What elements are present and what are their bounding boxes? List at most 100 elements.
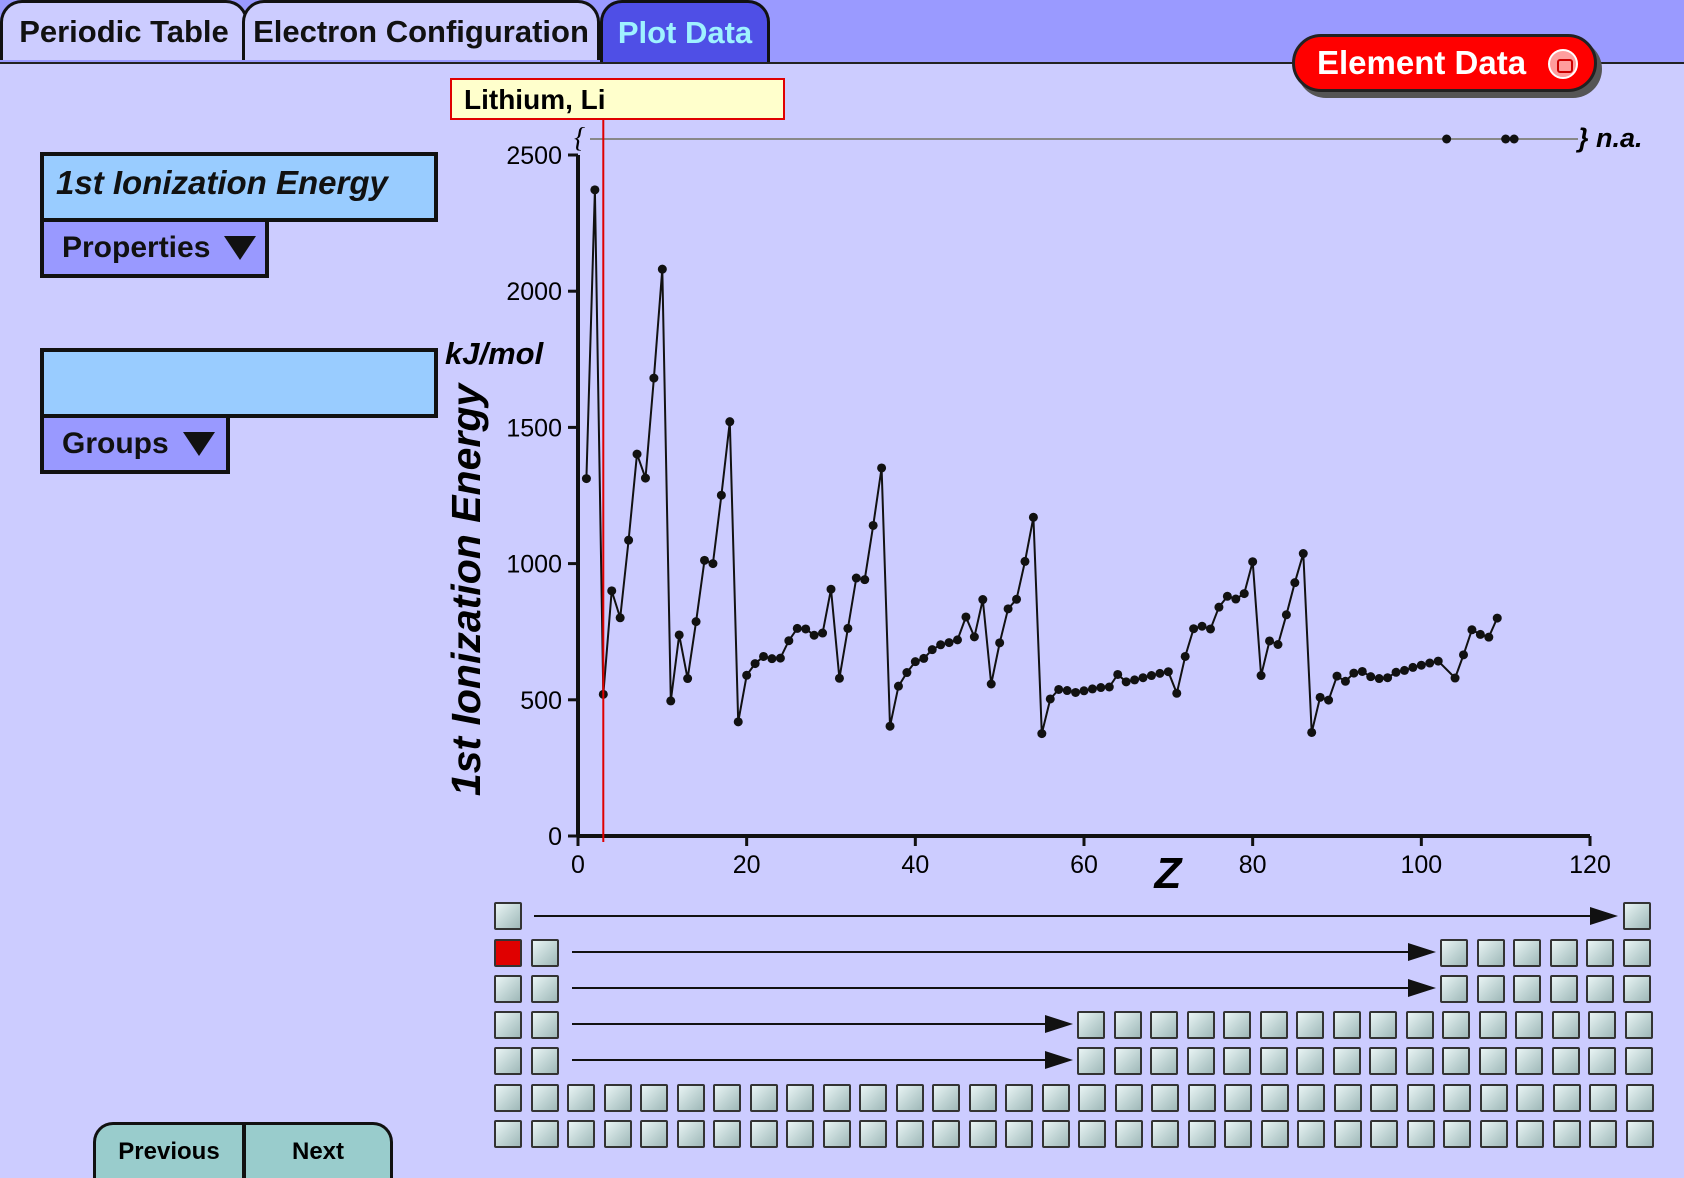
element-cell[interactable] [1150, 1047, 1178, 1075]
element-cell[interactable] [1622, 939, 1651, 967]
element-cell[interactable] [1589, 1120, 1617, 1148]
element-cell[interactable] [749, 1120, 778, 1148]
element-cell[interactable] [530, 1047, 559, 1075]
next-button[interactable]: Next [243, 1122, 393, 1178]
element-cell[interactable] [1297, 1120, 1325, 1148]
element-cell[interactable] [1186, 1047, 1215, 1075]
element-cell[interactable] [1515, 1047, 1543, 1075]
element-cell[interactable] [1005, 1084, 1033, 1112]
element-cell[interactable] [1624, 1011, 1653, 1039]
element-cell[interactable] [786, 1084, 814, 1112]
element-cell[interactable] [1332, 1011, 1361, 1039]
element-cell[interactable] [1151, 1084, 1179, 1112]
element-cell[interactable] [749, 1084, 778, 1112]
element-cell[interactable] [567, 1084, 595, 1112]
element-cell[interactable] [932, 1120, 960, 1148]
element-cell[interactable] [1370, 1120, 1398, 1148]
tab-periodic-table[interactable]: Periodic Table [0, 0, 248, 60]
element-cell[interactable] [494, 1047, 522, 1075]
element-cell[interactable] [1479, 1120, 1508, 1148]
element-cell[interactable] [1078, 1120, 1106, 1148]
element-cell[interactable] [1114, 1120, 1143, 1148]
element-cell[interactable] [1186, 1011, 1215, 1039]
element-cell[interactable] [1476, 939, 1505, 967]
element-cell[interactable] [1296, 1011, 1324, 1039]
element-cell[interactable] [640, 1120, 668, 1148]
element-cell[interactable] [1440, 939, 1468, 967]
element-cell[interactable] [530, 939, 559, 967]
element-cell[interactable] [1478, 1047, 1507, 1075]
element-cell[interactable] [530, 1011, 559, 1039]
element-cell[interactable] [1515, 1011, 1543, 1039]
element-cell[interactable] [1549, 975, 1578, 1003]
element-cell[interactable] [1259, 1011, 1288, 1039]
element-cell[interactable] [1369, 1011, 1397, 1039]
element-cell[interactable] [713, 1084, 741, 1112]
element-cell[interactable] [1623, 902, 1651, 930]
element-cell[interactable] [1370, 1084, 1398, 1112]
element-cell[interactable] [1077, 1047, 1105, 1075]
element-cell[interactable] [1041, 1084, 1070, 1112]
element-cell[interactable] [1586, 975, 1614, 1003]
element-cell[interactable] [859, 1084, 887, 1112]
element-cell[interactable] [895, 1120, 924, 1148]
element-cell[interactable] [1041, 1120, 1070, 1148]
element-cell[interactable] [1551, 1047, 1580, 1075]
element-cell[interactable] [1150, 1011, 1178, 1039]
element-cell[interactable] [494, 902, 522, 930]
group-field[interactable] [40, 348, 438, 418]
element-cell[interactable] [1516, 1084, 1544, 1112]
properties-dropdown[interactable]: Properties [40, 218, 269, 278]
element-cell[interactable] [1440, 975, 1468, 1003]
element-cell[interactable] [1586, 939, 1614, 967]
element-cell[interactable] [1333, 1120, 1362, 1148]
element-cell[interactable] [1077, 1011, 1105, 1039]
element-cell[interactable] [1443, 1120, 1471, 1148]
element-cell[interactable] [530, 1120, 559, 1148]
element-cell[interactable] [1552, 1120, 1581, 1148]
element-cell-selected[interactable] [494, 939, 522, 967]
element-cell[interactable] [1369, 1047, 1397, 1075]
element-cell[interactable] [603, 1084, 632, 1112]
element-cell[interactable] [494, 1084, 522, 1112]
element-cell[interactable] [676, 1120, 705, 1148]
element-cell[interactable] [786, 1120, 814, 1148]
element-cell[interactable] [494, 1011, 522, 1039]
element-cell[interactable] [1443, 1084, 1471, 1112]
element-cell[interactable] [1332, 1047, 1361, 1075]
element-cell[interactable] [1405, 1011, 1434, 1039]
element-cell[interactable] [1516, 1120, 1544, 1148]
element-cell[interactable] [1114, 1084, 1143, 1112]
element-cell[interactable] [1478, 1011, 1507, 1039]
element-cell[interactable] [1549, 939, 1578, 967]
element-cell[interactable] [1625, 1120, 1654, 1148]
element-cell[interactable] [1442, 1047, 1470, 1075]
element-cell[interactable] [968, 1120, 997, 1148]
element-cell[interactable] [1223, 1011, 1251, 1039]
element-cell[interactable] [1476, 975, 1505, 1003]
element-cell[interactable] [1113, 1011, 1142, 1039]
element-cell[interactable] [1622, 975, 1651, 1003]
element-cell[interactable] [567, 1120, 595, 1148]
element-cell[interactable] [1297, 1084, 1325, 1112]
element-cell[interactable] [1296, 1047, 1324, 1075]
element-cell[interactable] [1224, 1084, 1252, 1112]
element-cell[interactable] [895, 1084, 924, 1112]
element-data-button[interactable]: Element Data [1292, 34, 1597, 92]
element-cell[interactable] [1151, 1120, 1179, 1148]
tab-electron-configuration[interactable]: Electron Configuration [242, 0, 600, 60]
element-cell[interactable] [494, 975, 522, 1003]
element-cell[interactable] [494, 1120, 522, 1148]
element-cell[interactable] [713, 1120, 741, 1148]
element-cell[interactable] [1405, 1047, 1434, 1075]
element-cell[interactable] [1259, 1047, 1288, 1075]
element-cell[interactable] [1260, 1084, 1289, 1112]
element-cell[interactable] [1224, 1120, 1252, 1148]
element-cell[interactable] [1625, 1084, 1654, 1112]
tab-plot-data[interactable]: Plot Data [600, 0, 770, 62]
element-cell[interactable] [530, 1084, 559, 1112]
element-cell[interactable] [1513, 939, 1541, 967]
element-cell[interactable] [1551, 1011, 1580, 1039]
element-cell[interactable] [822, 1120, 851, 1148]
